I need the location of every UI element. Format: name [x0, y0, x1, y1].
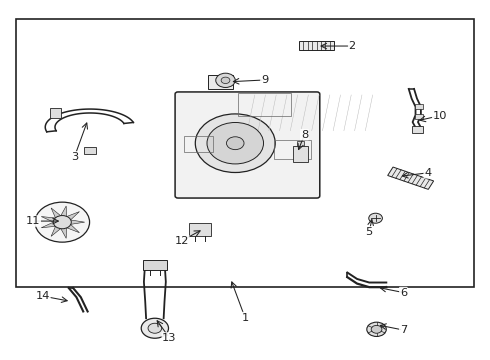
Text: 8: 8 [301, 130, 308, 140]
Bar [143, 260, 167, 270]
Text: 1: 1 [242, 312, 248, 323]
Text: 10: 10 [433, 111, 447, 121]
Circle shape [141, 318, 169, 338]
Bar [293, 147, 308, 162]
Polygon shape [51, 208, 62, 219]
Circle shape [35, 202, 90, 242]
Circle shape [207, 122, 264, 164]
Text: 5: 5 [366, 227, 373, 237]
Text: 12: 12 [174, 236, 189, 246]
Bar [208, 75, 233, 89]
Circle shape [216, 73, 235, 87]
Bar [16, 19, 474, 287]
Bar [412, 126, 423, 133]
Bar [274, 140, 311, 159]
Bar [299, 41, 334, 50]
Text: 6: 6 [400, 288, 407, 297]
Polygon shape [41, 217, 57, 223]
Text: 11: 11 [26, 216, 40, 226]
Bar [238, 93, 291, 116]
Bar [184, 136, 213, 152]
Bar [50, 108, 61, 118]
Circle shape [369, 213, 382, 223]
Bar [84, 148, 97, 154]
Bar [415, 114, 423, 119]
Text: 2: 2 [348, 41, 356, 51]
Text: 14: 14 [36, 291, 50, 301]
Polygon shape [41, 222, 57, 228]
Text: 13: 13 [162, 333, 177, 343]
Bar [415, 104, 423, 109]
Circle shape [226, 137, 244, 150]
Polygon shape [60, 227, 67, 238]
Bar [296, 141, 304, 147]
Polygon shape [66, 212, 79, 221]
Circle shape [196, 114, 275, 172]
Text: 7: 7 [400, 325, 407, 335]
Polygon shape [69, 220, 85, 225]
Circle shape [367, 322, 386, 337]
Polygon shape [66, 224, 79, 233]
Circle shape [371, 325, 382, 333]
Bar [190, 223, 211, 237]
Circle shape [148, 323, 162, 333]
Text: 4: 4 [424, 168, 431, 178]
Polygon shape [51, 225, 62, 237]
Circle shape [221, 77, 230, 84]
FancyBboxPatch shape [175, 92, 320, 198]
Polygon shape [388, 167, 434, 189]
Circle shape [53, 216, 72, 229]
Text: 3: 3 [71, 152, 78, 162]
Text: 9: 9 [261, 75, 268, 85]
Polygon shape [60, 206, 67, 217]
